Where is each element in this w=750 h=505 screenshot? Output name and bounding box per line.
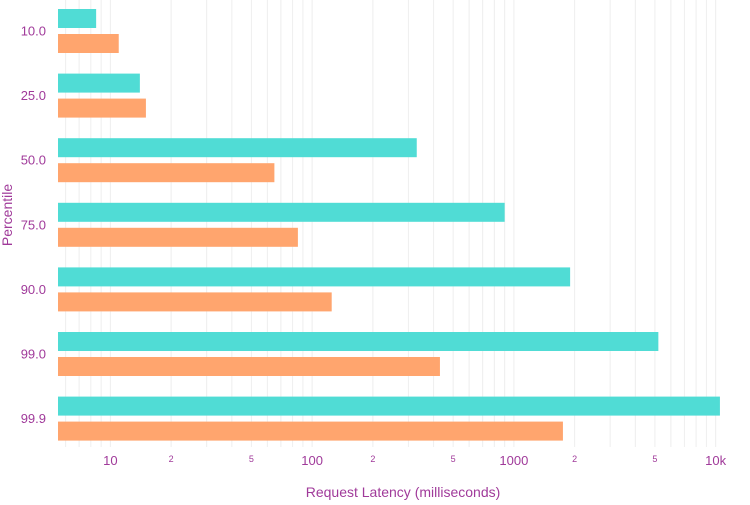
bar-orange-50-0 bbox=[58, 163, 275, 183]
x-minor-tick-label: 5 bbox=[249, 454, 254, 464]
bar-teal-25-0 bbox=[58, 73, 140, 93]
x-minor-tick-label: 5 bbox=[652, 454, 657, 464]
category-label: 90.0 bbox=[21, 282, 46, 297]
bar-teal-90-0 bbox=[58, 267, 571, 287]
category-label: 10.0 bbox=[21, 24, 46, 39]
x-minor-tick-label: 5 bbox=[451, 454, 456, 464]
bar-orange-25-0 bbox=[58, 98, 146, 118]
y-axis-title: Percentile bbox=[0, 184, 15, 246]
x-minor-tick-label: 2 bbox=[572, 454, 577, 464]
category-label: 99.9 bbox=[21, 411, 46, 426]
category-labels: 10.0 25.0 50.0 75.0 90.0 99.0 99.9 bbox=[21, 24, 46, 427]
x-major-tick-label: 10k bbox=[705, 453, 726, 468]
bar-orange-75-0 bbox=[58, 227, 298, 247]
x-minor-tick-label: 2 bbox=[169, 454, 174, 464]
bar-orange-90-0 bbox=[58, 292, 332, 312]
x-major-tick-label: 10 bbox=[103, 453, 117, 468]
bar-orange-10-0 bbox=[58, 34, 119, 53]
bar-teal-99-9 bbox=[58, 396, 720, 416]
category-label: 50.0 bbox=[21, 153, 46, 168]
x-tick-labels: 10 100 1000 10k 2 5 2 5 2 5 bbox=[103, 453, 726, 468]
x-axis-title: Request Latency (milliseconds) bbox=[306, 484, 501, 500]
x-major-tick-label: 100 bbox=[301, 453, 323, 468]
bar-teal-75-0 bbox=[58, 202, 505, 222]
bar-teal-50-0 bbox=[58, 138, 417, 158]
bars bbox=[58, 9, 720, 441]
bar-teal-10-0 bbox=[58, 9, 97, 28]
bar-teal-99-0 bbox=[58, 332, 659, 351]
category-label: 25.0 bbox=[21, 88, 46, 103]
x-major-tick-label: 1000 bbox=[499, 453, 528, 468]
x-minor-tick-label: 2 bbox=[370, 454, 375, 464]
bar-orange-99-0 bbox=[58, 357, 440, 376]
category-label: 99.0 bbox=[21, 347, 46, 362]
bar-orange-99-9 bbox=[58, 421, 563, 441]
category-label: 75.0 bbox=[21, 217, 46, 232]
grid-lines bbox=[65, 0, 717, 447]
